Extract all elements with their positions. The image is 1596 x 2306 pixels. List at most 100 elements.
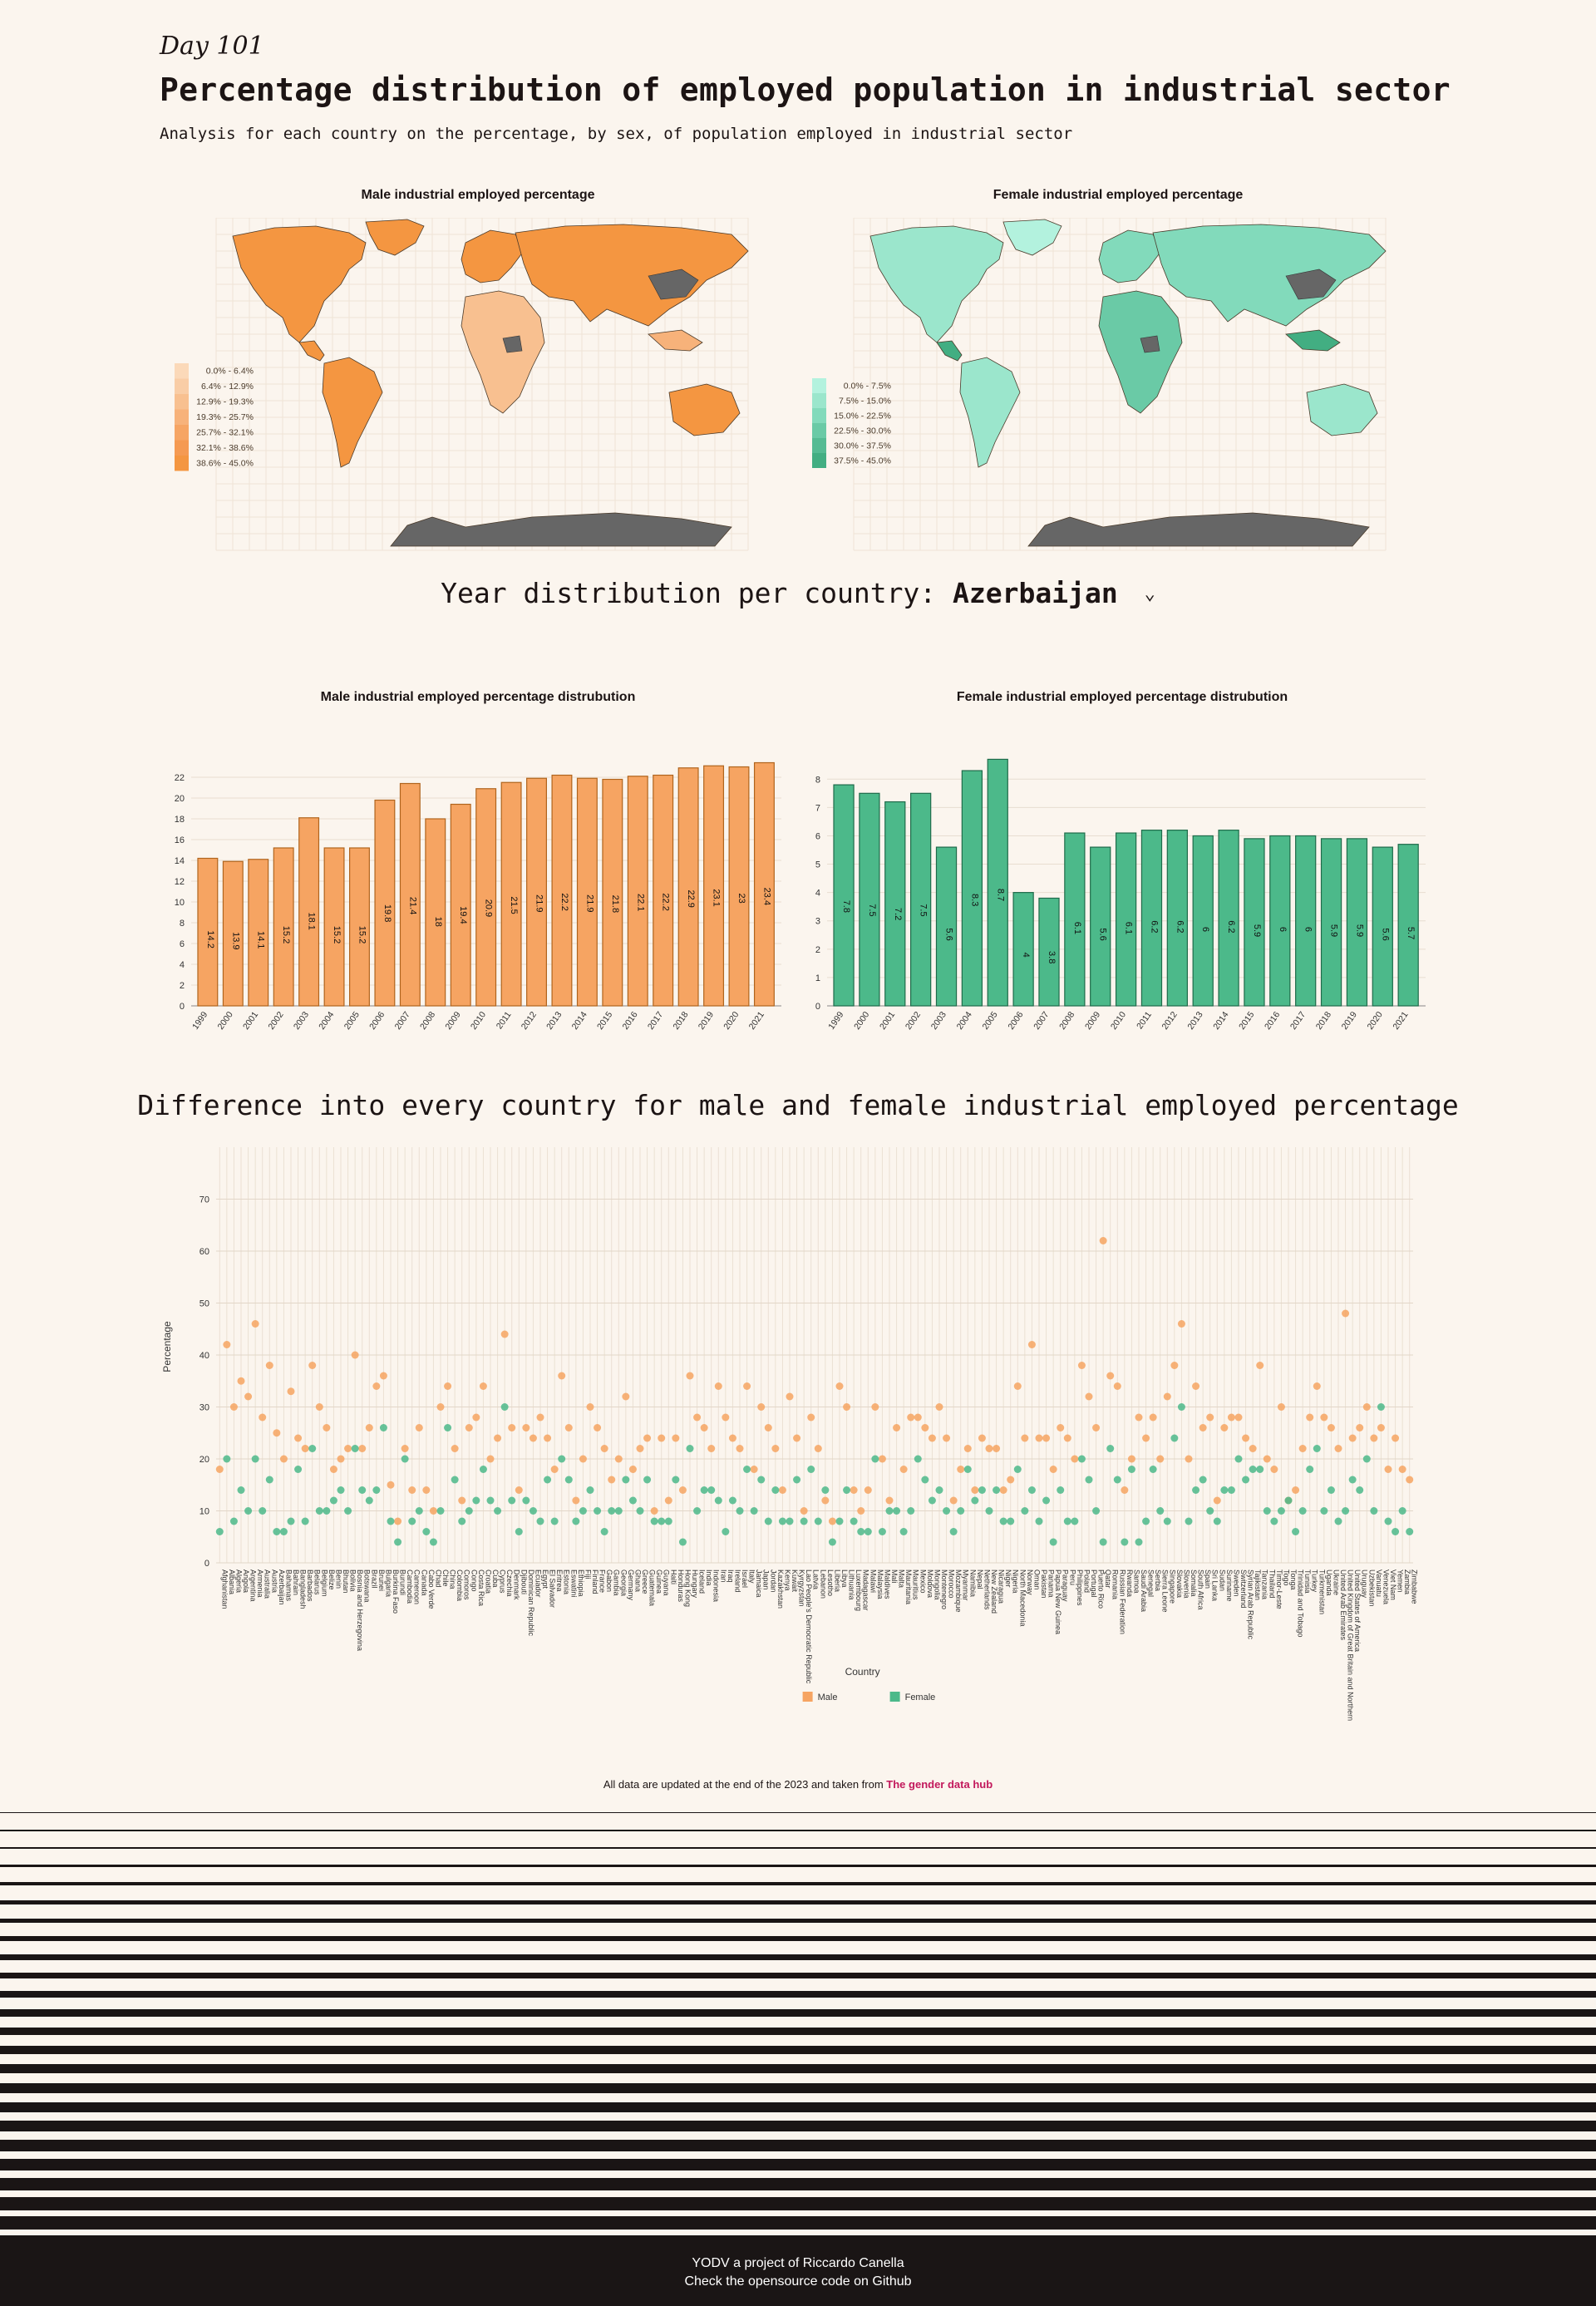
country-scatter-chart: 0 10 20 30 40 50 60 70 Percentage AfghanistanAlba… xyxy=(161,1147,1419,1721)
scatter-point xyxy=(750,1507,758,1515)
map-region-china xyxy=(648,269,699,300)
scatter-point xyxy=(515,1486,523,1494)
scatter-point xyxy=(1099,1538,1107,1546)
x-tick-label: Ghana xyxy=(633,1569,642,1592)
bar xyxy=(1038,897,1060,1007)
scatter-point xyxy=(1342,1309,1350,1318)
stripe xyxy=(0,2064,1596,2073)
x-tick-label: Slovenia xyxy=(1182,1569,1190,1599)
scatter-point xyxy=(564,1424,573,1431)
x-tick-label: Qatar xyxy=(1104,1569,1112,1589)
scatter-point xyxy=(572,1496,580,1505)
scatter-point xyxy=(1220,1424,1229,1431)
bar-data-label: 4 xyxy=(1021,953,1031,958)
x-tick-label: United Kingdom of Great Britain and Nort… xyxy=(1347,1569,1355,1721)
scatter-point xyxy=(1334,1517,1342,1525)
scatter-point xyxy=(628,1466,637,1473)
x-tick-label: Iran xyxy=(719,1569,727,1583)
gender-data-hub-link[interactable]: The gender data hub xyxy=(886,1778,993,1791)
scatter-point xyxy=(771,1445,780,1452)
scatter-point xyxy=(757,1476,766,1484)
stripe xyxy=(0,2083,1596,2093)
scatter-point xyxy=(1298,1445,1307,1452)
scatter-point xyxy=(1320,1507,1328,1515)
scatter-point xyxy=(394,1538,402,1546)
day-label: Day 101 xyxy=(160,32,264,61)
scatter-point xyxy=(672,1434,680,1442)
page-title: Percentage distribution of employed popu… xyxy=(160,71,1451,108)
x-tick-label: 2015 xyxy=(1237,1010,1256,1032)
scatter-point xyxy=(1007,1476,1015,1484)
scatter-point xyxy=(500,1330,509,1338)
stripe xyxy=(0,1865,1596,1867)
x-tick-label: Mexico xyxy=(919,1569,927,1594)
bar-data-label: 15.2 xyxy=(281,926,291,944)
x-tick-label: Argentina xyxy=(249,1569,258,1602)
x-tick-label: Sweden xyxy=(1232,1569,1240,1597)
scatter-point xyxy=(351,1351,359,1359)
scatter-point xyxy=(614,1507,623,1515)
y-tick-label: 8 xyxy=(815,775,820,785)
scatter-point xyxy=(658,1517,666,1525)
scatter-point xyxy=(800,1507,808,1515)
scatter-point xyxy=(957,1507,965,1515)
scatter-point xyxy=(1049,1466,1057,1473)
x-tick-label: 2013 xyxy=(544,1010,564,1032)
x-tick-label: 2001 xyxy=(241,1010,260,1032)
bar-data-label: 15.2 xyxy=(357,926,367,944)
bar-data-label: 21.9 xyxy=(534,894,544,912)
x-tick-label: Montenegro xyxy=(940,1569,948,1609)
x-tick-label: Ukraine xyxy=(1332,1569,1340,1595)
map-legend: 0.0% - 6.4% 6.4% - 12.9% 12.9% - 19.3% 19.3… xyxy=(175,363,254,471)
x-tick-label: Italy xyxy=(748,1569,756,1584)
bar xyxy=(298,817,320,1007)
scatter-point xyxy=(1398,1507,1406,1515)
scatter-point xyxy=(800,1517,808,1525)
scatter-point xyxy=(686,1372,694,1380)
scatter-point xyxy=(1185,1455,1193,1463)
selector-value[interactable]: Azerbaijan xyxy=(953,577,1118,609)
github-link[interactable]: Check the opensource code on Github xyxy=(684,2274,912,2289)
stripe xyxy=(0,2235,1596,2239)
bar-data-label: 18.1 xyxy=(307,912,317,929)
scatter-point xyxy=(287,1517,295,1525)
stripe xyxy=(0,2197,1596,2210)
chevron-down-icon[interactable]: ⌄ xyxy=(1144,584,1155,604)
legend-swatch xyxy=(889,1692,900,1702)
scatter-point xyxy=(1270,1517,1278,1525)
scatter-point xyxy=(465,1424,473,1431)
scatter-point xyxy=(536,1413,544,1422)
map-region-antarctica xyxy=(390,512,732,547)
x-tick-label: Fiji xyxy=(584,1569,592,1579)
stripe xyxy=(0,2046,1596,2054)
country-selector[interactable]: Year distribution per country: Azerbaija… xyxy=(0,577,1596,609)
x-tick-label: Iceland xyxy=(698,1569,707,1594)
scatter-point xyxy=(1063,1517,1071,1525)
scatter-point xyxy=(693,1507,702,1515)
scatter-point xyxy=(436,1403,445,1411)
bar-data-label: 6 xyxy=(1278,927,1288,932)
x-tick-label: Comoros xyxy=(463,1569,471,1600)
scatter-point xyxy=(215,1466,224,1473)
scatter-point xyxy=(835,1517,844,1525)
scatter-point xyxy=(608,1507,616,1515)
x-tick-label: Vanuatu xyxy=(1375,1569,1383,1597)
scatter-point xyxy=(1149,1413,1157,1422)
female-world-map[interactable]: 0.0% - 7.5% 7.5% - 15.0% 15.0% - 22.5% 22.5… xyxy=(812,218,1394,554)
scatter-point xyxy=(678,1538,687,1546)
scatter-point xyxy=(1106,1372,1115,1380)
male-world-map[interactable]: 0.0% - 6.4% 6.4% - 12.9% 12.9% - 19.3% 19.3… xyxy=(175,218,756,554)
x-tick-label: Kuwait xyxy=(791,1569,799,1593)
x-tick-label: 2017 xyxy=(646,1010,665,1032)
scatter-point xyxy=(1292,1528,1300,1535)
y-tick-label: 0 xyxy=(204,1559,209,1569)
x-tick-label: Burkina Faso xyxy=(392,1569,400,1614)
scatter-point xyxy=(693,1413,702,1422)
scatter-point xyxy=(1313,1445,1321,1452)
x-tick-label: Portugal xyxy=(1090,1569,1098,1598)
x-tick-label: 2006 xyxy=(367,1010,387,1032)
scatter-point xyxy=(536,1517,544,1525)
bar-data-label: 23.4 xyxy=(761,888,771,905)
y-tick-label: 0 xyxy=(815,1002,820,1012)
x-tick-label: Somalia xyxy=(1190,1569,1198,1597)
